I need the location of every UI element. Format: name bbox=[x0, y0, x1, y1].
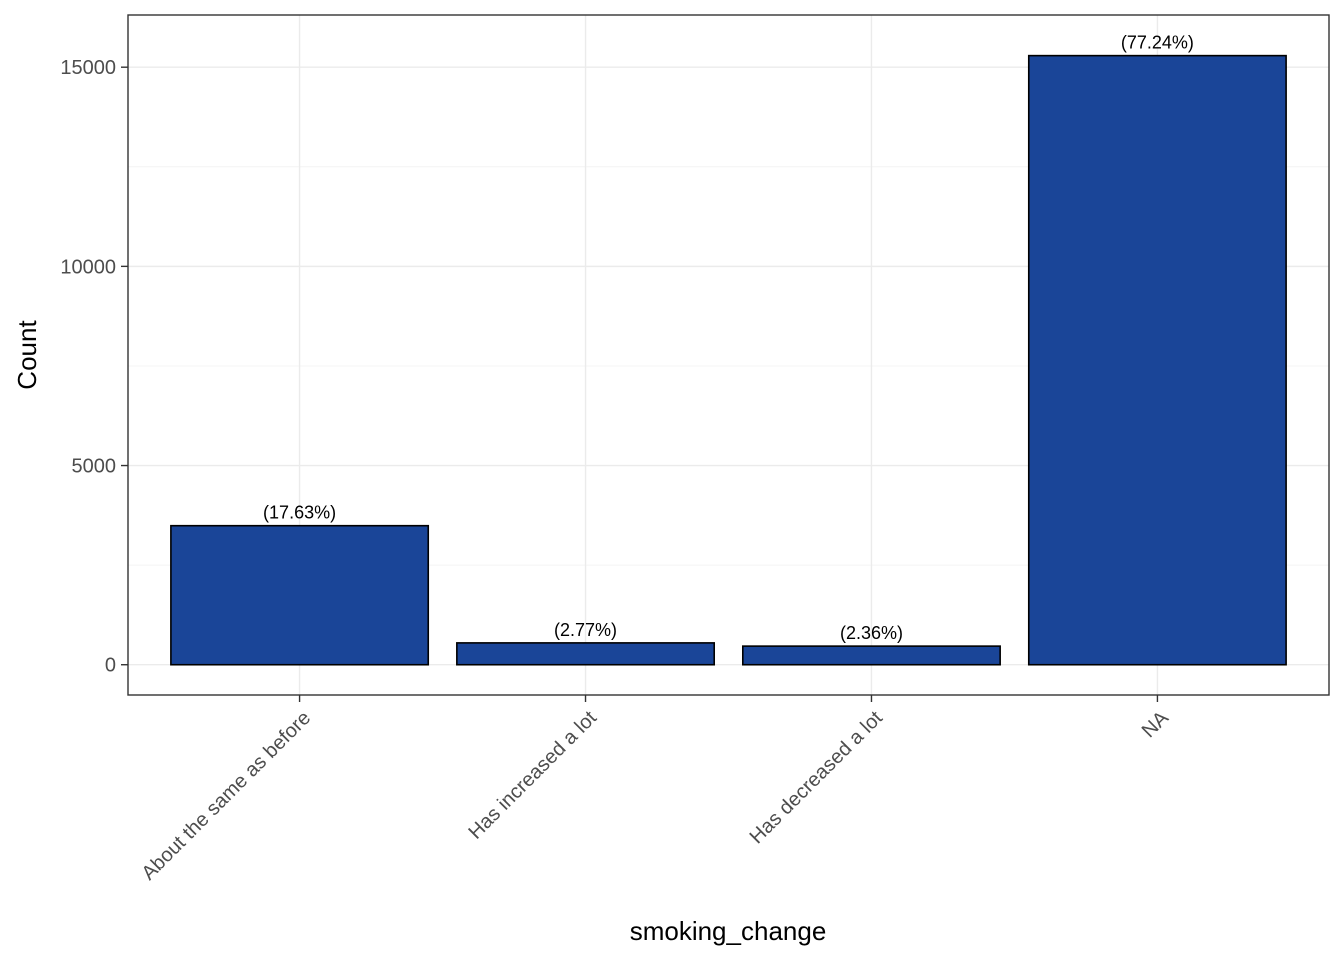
x-axis-title: smoking_change bbox=[630, 916, 827, 946]
y-tick-label: 10000 bbox=[60, 256, 116, 278]
bar bbox=[170, 524, 430, 666]
y-tick-label: 5000 bbox=[72, 456, 117, 478]
data-labels-layer: (17.63%) (2.77%) (2.36%) (77.24%) bbox=[263, 33, 1194, 643]
bar bbox=[741, 645, 1001, 666]
y-axis: 0 5000 10000 15000 bbox=[60, 57, 128, 677]
bar bbox=[456, 642, 716, 666]
bar bbox=[1027, 54, 1287, 666]
data-label: (2.36%) bbox=[840, 623, 903, 643]
y-tick-label: 0 bbox=[105, 655, 116, 677]
data-label: (77.24%) bbox=[1121, 33, 1194, 53]
y-axis-title: Count bbox=[12, 320, 42, 390]
bars-layer bbox=[170, 54, 1287, 666]
data-label: (2.77%) bbox=[554, 620, 617, 640]
y-tick-label: 15000 bbox=[60, 57, 116, 79]
panel-border bbox=[127, 14, 1330, 696]
data-label: (17.63%) bbox=[263, 503, 336, 523]
